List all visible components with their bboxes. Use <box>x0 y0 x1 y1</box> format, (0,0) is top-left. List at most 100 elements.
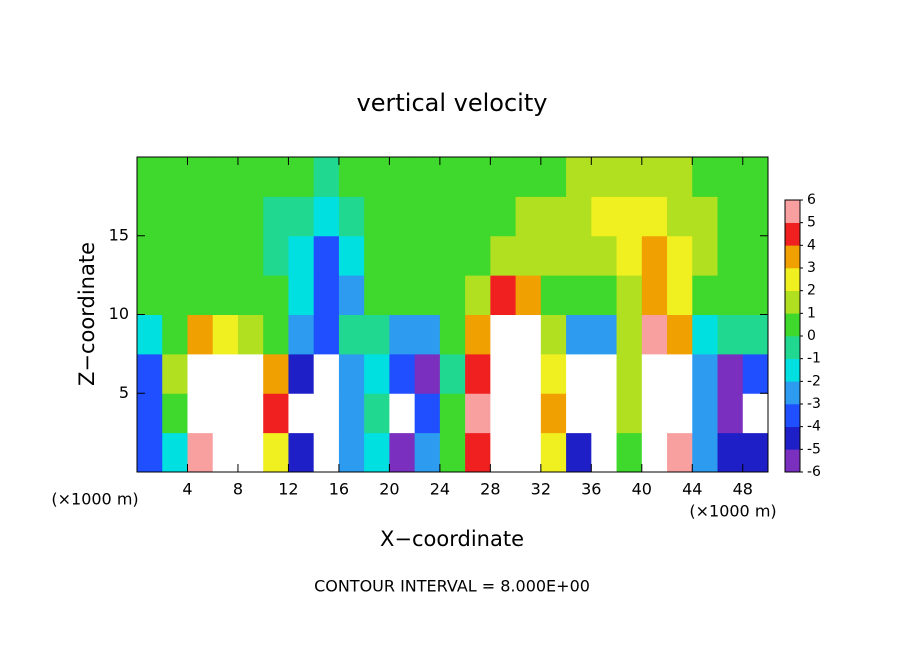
heat-cell <box>313 275 340 315</box>
heat-cell <box>288 393 315 434</box>
heat-cell <box>389 275 416 315</box>
heat-cell <box>187 432 214 473</box>
heat-cell <box>439 432 466 473</box>
colorbar-band <box>785 404 800 427</box>
heat-cell <box>237 393 264 434</box>
heat-cell <box>237 275 264 315</box>
x-tick-label: 40 <box>632 480 652 499</box>
heat-cell <box>439 235 466 276</box>
heat-cell <box>566 275 592 315</box>
heat-cell <box>137 157 163 197</box>
heat-cell <box>137 314 163 355</box>
x-tick-label: 4 <box>182 480 192 499</box>
heat-cell <box>616 432 643 473</box>
heat-cell <box>692 196 719 237</box>
colorbar-tick-label: -3 <box>807 396 821 412</box>
heat-cell <box>616 353 643 394</box>
heat-cell <box>313 432 340 473</box>
heat-cell <box>465 314 491 355</box>
heat-cell <box>389 196 416 237</box>
heat-cell <box>641 196 668 237</box>
heat-cell <box>591 196 618 237</box>
heat-cell <box>515 157 542 197</box>
heat-cell <box>692 235 719 276</box>
heat-cell <box>465 432 491 473</box>
heat-cell <box>439 314 466 355</box>
heat-cell <box>692 275 719 315</box>
colorbar-band <box>785 313 800 337</box>
heat-cell <box>641 275 668 315</box>
heat-cell <box>616 275 643 315</box>
heat-cell <box>667 393 693 434</box>
heat-cell <box>414 393 441 434</box>
heat-cell <box>137 432 163 473</box>
heat-cell <box>338 353 365 394</box>
heat-cell <box>313 157 340 197</box>
heat-cell <box>288 196 315 237</box>
x-tick-label: 44 <box>682 480 702 499</box>
heat-cell <box>414 275 441 315</box>
heat-cell <box>566 432 592 473</box>
heat-cell <box>364 353 390 394</box>
heat-cell <box>667 432 693 473</box>
heat-cell <box>263 235 289 276</box>
heat-cell <box>212 314 239 355</box>
heat-cell <box>641 393 668 434</box>
heat-cell <box>515 235 542 276</box>
colorbar-band <box>785 268 800 291</box>
heat-cell <box>137 353 163 394</box>
heat-cell <box>566 157 592 197</box>
colorbar-tick-label: 4 <box>807 237 816 253</box>
heat-cell <box>566 393 592 434</box>
heat-cell <box>540 196 567 237</box>
heat-cell <box>364 157 390 197</box>
heat-cell <box>187 157 214 197</box>
y-unit-label: (×1000 m) <box>51 490 138 509</box>
heat-cell <box>162 432 188 473</box>
y-axis-label: Z−coordinate <box>75 242 99 386</box>
heat-cell <box>414 314 441 355</box>
heat-cell <box>212 353 239 394</box>
heat-cell <box>591 157 618 197</box>
heat-cell <box>465 393 491 434</box>
heat-cell <box>717 275 744 315</box>
heat-cell <box>263 353 289 394</box>
heat-cell <box>515 353 542 394</box>
heat-cell <box>212 393 239 434</box>
heat-cell <box>389 432 416 473</box>
heat-cell <box>237 432 264 473</box>
heat-cell <box>742 314 769 355</box>
heat-cell <box>540 393 567 434</box>
heat-cell <box>439 353 466 394</box>
heat-cell <box>667 235 693 276</box>
heat-cell <box>187 314 214 355</box>
heat-cell <box>187 353 214 394</box>
x-tick-label: 48 <box>733 480 753 499</box>
heat-cell <box>591 275 618 315</box>
heat-cell <box>187 393 214 434</box>
heat-cell <box>717 393 744 434</box>
heat-cell <box>414 157 441 197</box>
heat-cell <box>465 275 491 315</box>
colorbar-tick-label: 1 <box>807 305 816 321</box>
heat-cell <box>364 235 390 276</box>
heat-cell <box>490 235 517 276</box>
heat-cell <box>288 157 315 197</box>
heat-cell <box>490 353 517 394</box>
colorbar-tick-label: -5 <box>807 441 821 457</box>
heat-cell <box>641 157 668 197</box>
heat-cell <box>591 235 618 276</box>
heat-cell <box>515 432 542 473</box>
heat-cell <box>515 393 542 434</box>
heat-cell <box>742 235 769 276</box>
heat-cell <box>717 353 744 394</box>
colorbar-tick-label: -1 <box>807 351 821 367</box>
heat-cell <box>364 432 390 473</box>
colorbar-tick-label: -4 <box>807 419 821 435</box>
heat-cell <box>490 432 517 473</box>
heat-cell <box>717 196 744 237</box>
heat-cell <box>237 314 264 355</box>
heat-cell <box>616 157 643 197</box>
heat-cell <box>490 275 517 315</box>
heat-cell <box>692 157 719 197</box>
